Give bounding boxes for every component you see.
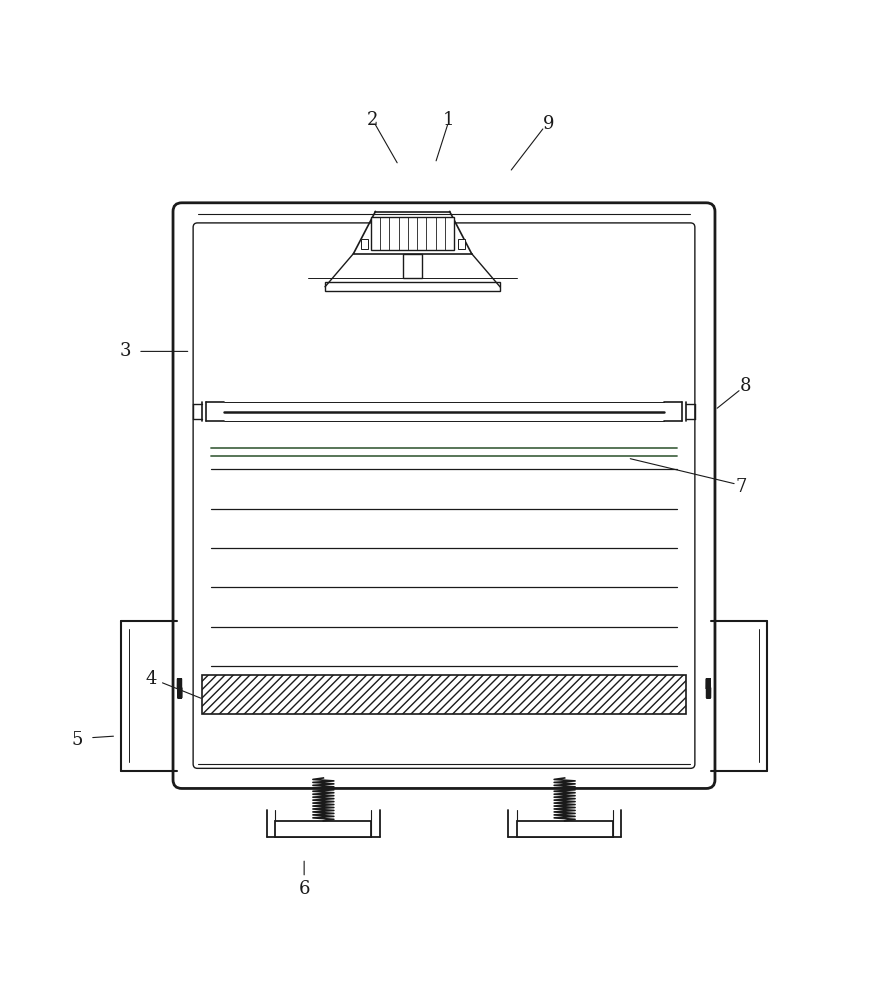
Text: 5: 5 (71, 731, 83, 749)
Bar (361, 239, 368, 249)
Text: 2: 2 (367, 111, 378, 129)
Text: 3: 3 (119, 342, 131, 360)
Bar (275, 821, 371, 837)
Bar (457, 239, 464, 249)
Bar (403, 254, 422, 278)
Text: 6: 6 (298, 880, 310, 898)
Bar (325, 282, 500, 291)
FancyBboxPatch shape (173, 203, 715, 788)
Text: 1: 1 (442, 111, 454, 129)
Bar (371, 217, 454, 250)
Text: 4: 4 (146, 670, 157, 688)
Bar (202, 675, 686, 714)
Text: 7: 7 (735, 478, 747, 496)
Text: 8: 8 (740, 377, 751, 395)
Bar (517, 821, 613, 837)
Text: 9: 9 (543, 115, 555, 133)
FancyBboxPatch shape (193, 223, 695, 768)
